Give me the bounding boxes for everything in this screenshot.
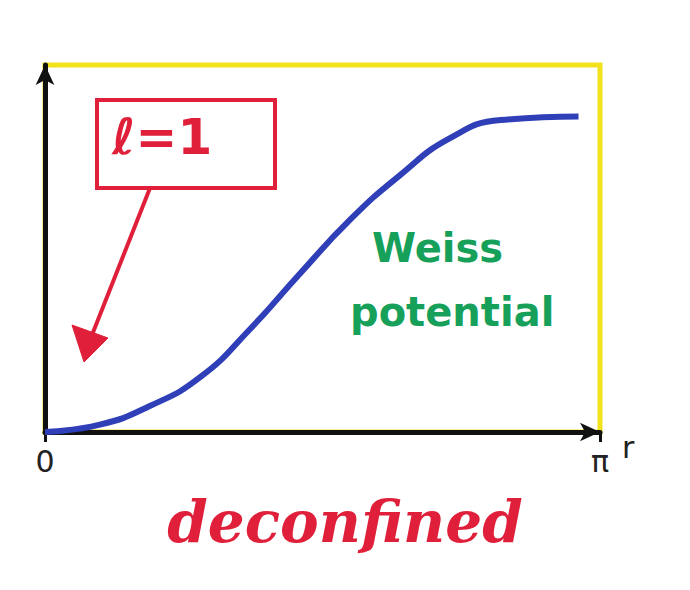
svg-text:Weiss: Weiss [372, 225, 503, 271]
svg-text:potential: potential [350, 289, 554, 335]
svg-text:π: π [591, 444, 609, 479]
svg-text:ℓ=1: ℓ=1 [111, 108, 212, 166]
svg-text:0: 0 [35, 444, 54, 479]
svg-text:deconfined: deconfined [167, 488, 522, 556]
svg-text:r: r [622, 430, 635, 465]
